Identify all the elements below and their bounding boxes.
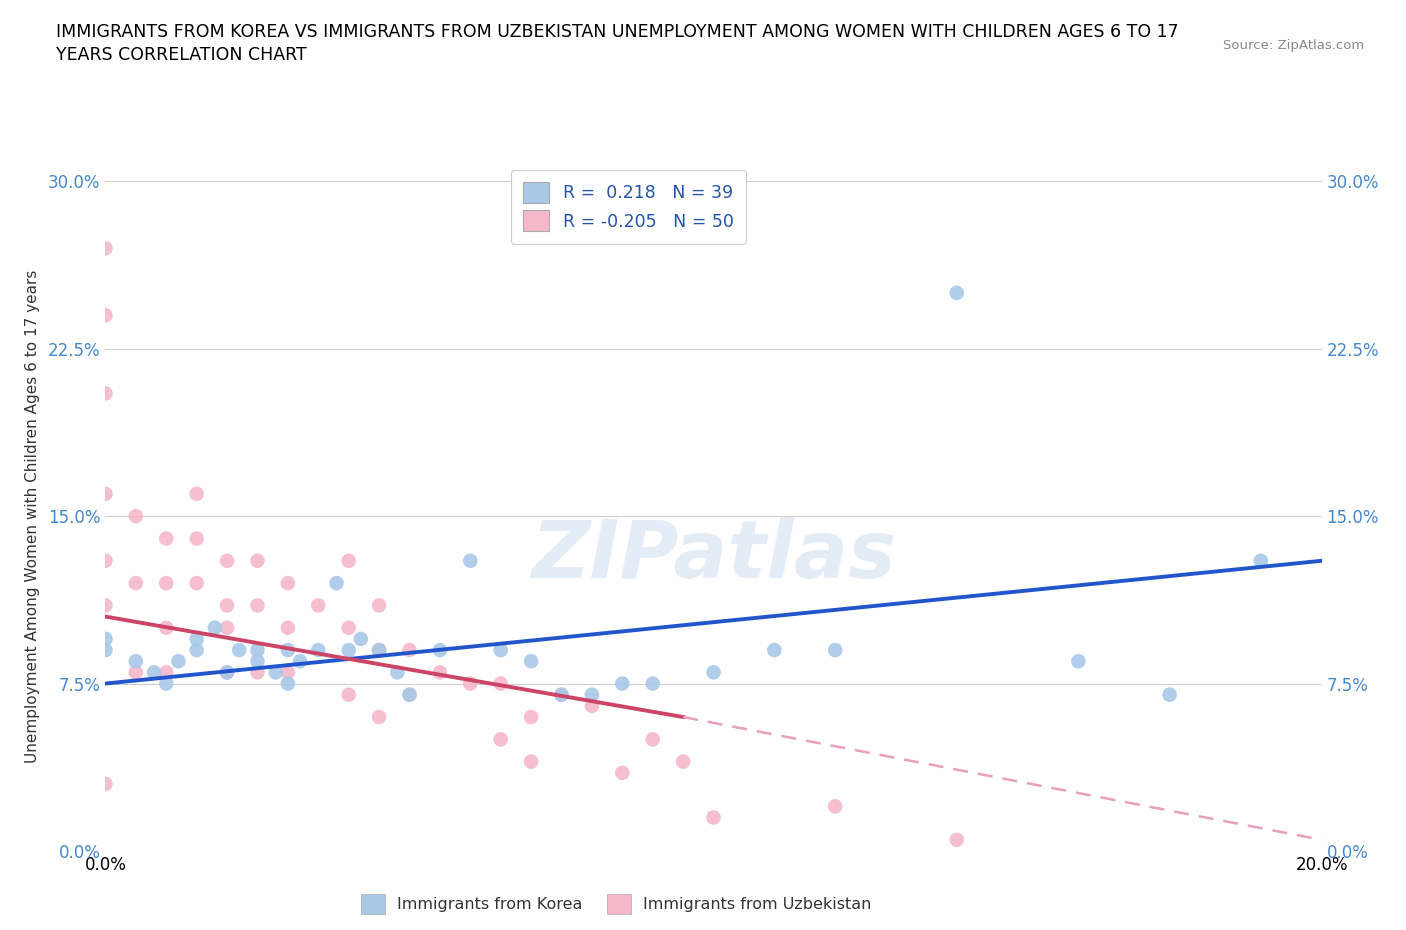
Point xyxy=(337,620,360,635)
Point xyxy=(398,643,420,658)
Point xyxy=(186,631,208,646)
Point xyxy=(824,643,846,658)
Point xyxy=(337,643,360,658)
Point xyxy=(277,576,299,591)
Point xyxy=(763,643,786,658)
Text: YEARS CORRELATION CHART: YEARS CORRELATION CHART xyxy=(56,46,307,64)
Point xyxy=(641,676,664,691)
Point xyxy=(217,665,239,680)
Point xyxy=(277,676,299,691)
Point xyxy=(945,286,967,300)
Point xyxy=(489,676,512,691)
Point xyxy=(217,665,239,680)
Point xyxy=(641,732,664,747)
Point xyxy=(520,754,543,769)
Point xyxy=(217,620,239,635)
Point xyxy=(368,643,391,658)
Point xyxy=(94,643,117,658)
Point xyxy=(228,643,250,658)
Point xyxy=(581,698,603,713)
Point xyxy=(612,676,634,691)
Point xyxy=(458,676,481,691)
Point xyxy=(186,531,208,546)
Point xyxy=(429,665,451,680)
Point xyxy=(520,654,543,669)
Point xyxy=(550,687,572,702)
Point xyxy=(94,386,117,401)
Point xyxy=(125,654,148,669)
Point xyxy=(125,665,148,680)
Point xyxy=(204,620,226,635)
Point xyxy=(94,553,117,568)
Point xyxy=(550,687,572,702)
Point xyxy=(702,810,725,825)
Point xyxy=(489,732,512,747)
Point xyxy=(307,643,329,658)
Point xyxy=(824,799,846,814)
Point xyxy=(398,687,420,702)
Point xyxy=(702,665,725,680)
Point xyxy=(94,241,117,256)
Point xyxy=(1250,553,1272,568)
Point xyxy=(581,687,603,702)
Y-axis label: Unemployment Among Women with Children Ages 6 to 17 years: Unemployment Among Women with Children A… xyxy=(25,270,39,763)
Point xyxy=(143,665,166,680)
Point xyxy=(368,598,391,613)
Text: Source: ZipAtlas.com: Source: ZipAtlas.com xyxy=(1223,39,1364,52)
Point xyxy=(155,620,177,635)
Point xyxy=(94,598,117,613)
Point xyxy=(155,531,177,546)
Point xyxy=(186,643,208,658)
Point xyxy=(429,643,451,658)
Point xyxy=(155,576,177,591)
Point xyxy=(398,687,420,702)
Point xyxy=(288,654,311,669)
Point xyxy=(368,710,391,724)
Point xyxy=(337,687,360,702)
Point xyxy=(155,676,177,691)
Point xyxy=(94,308,117,323)
Point xyxy=(350,631,373,646)
Point xyxy=(125,576,148,591)
Point xyxy=(167,654,190,669)
Point xyxy=(277,620,299,635)
Point xyxy=(155,665,177,680)
Point xyxy=(325,576,347,591)
Point xyxy=(277,665,299,680)
Point xyxy=(186,486,208,501)
Point xyxy=(246,643,269,658)
Point xyxy=(246,665,269,680)
Point xyxy=(217,553,239,568)
Point xyxy=(368,643,391,658)
Text: ZIPatlas: ZIPatlas xyxy=(531,517,896,595)
Legend: Immigrants from Korea, Immigrants from Uzbekistan: Immigrants from Korea, Immigrants from U… xyxy=(354,888,879,920)
Point xyxy=(217,598,239,613)
Point xyxy=(672,754,695,769)
Point xyxy=(94,486,117,501)
Point xyxy=(246,553,269,568)
Point xyxy=(520,710,543,724)
Point xyxy=(186,576,208,591)
Point xyxy=(489,643,512,658)
Point xyxy=(264,665,287,680)
Point xyxy=(337,553,360,568)
Point xyxy=(945,832,967,847)
Point xyxy=(246,598,269,613)
Point xyxy=(458,553,481,568)
Point xyxy=(94,777,117,791)
Point xyxy=(125,509,148,524)
Point xyxy=(277,643,299,658)
Point xyxy=(246,654,269,669)
Point xyxy=(387,665,409,680)
Point xyxy=(1159,687,1181,702)
Text: IMMIGRANTS FROM KOREA VS IMMIGRANTS FROM UZBEKISTAN UNEMPLOYMENT AMONG WOMEN WIT: IMMIGRANTS FROM KOREA VS IMMIGRANTS FROM… xyxy=(56,23,1178,41)
Point xyxy=(94,631,117,646)
Point xyxy=(307,598,329,613)
Point xyxy=(1067,654,1090,669)
Point xyxy=(612,765,634,780)
